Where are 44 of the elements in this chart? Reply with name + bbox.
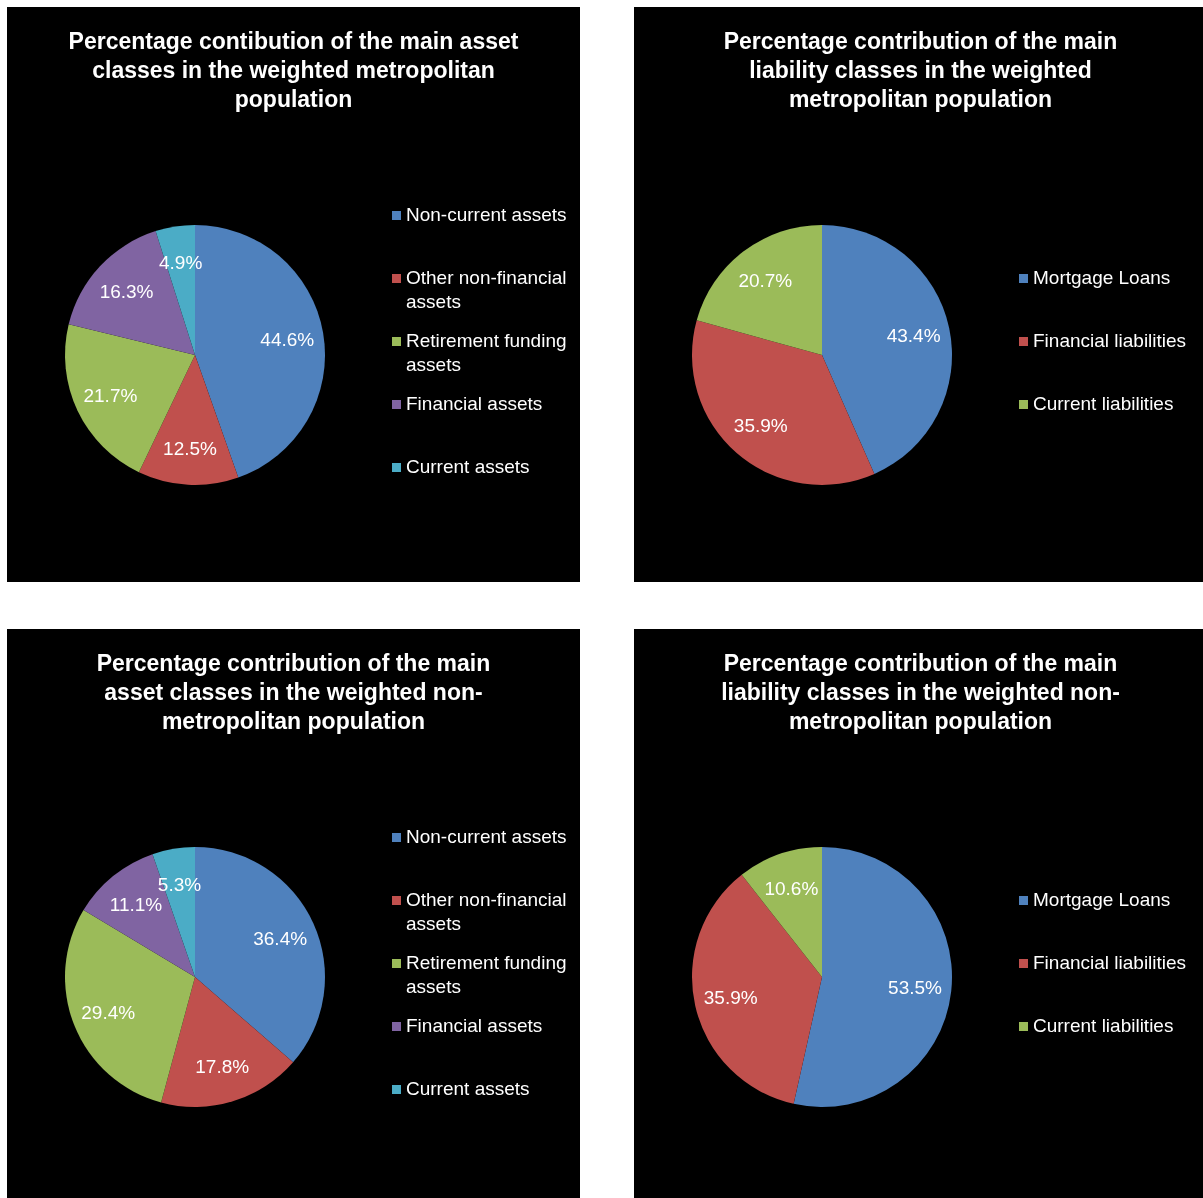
legend-label: Current assets xyxy=(406,454,530,479)
chart-title: Percentage contribution of the main asset classes in the weighted non-metropolitan population xyxy=(95,649,492,736)
legend-label: Current assets xyxy=(406,1076,530,1101)
chart-title: Percentage contibution of the main asset classes in the weighted metropolitan population xyxy=(67,27,520,114)
data-label: 53.5% xyxy=(888,976,943,998)
data-label: 12.5% xyxy=(163,437,218,459)
legend-label: Mortgage Loans xyxy=(1033,265,1171,290)
legend-label: Mortgage Loans xyxy=(1033,887,1171,912)
legend-label: Retirement funding assets xyxy=(406,950,567,999)
pie-slice xyxy=(692,320,875,485)
data-label: 16.3% xyxy=(99,280,154,302)
data-label: 43.4% xyxy=(886,325,941,347)
pie-slice xyxy=(741,847,822,977)
legend-label: Other non-financial assets xyxy=(406,887,567,936)
chart-title: Percentage contribution of the main liability classes in the weighted non-metropolitan population xyxy=(720,649,1121,736)
legend-label: Other non-financial assets xyxy=(406,265,567,314)
data-label: 29.4% xyxy=(81,1001,136,1023)
legend-label: Current liabilities xyxy=(1033,1013,1174,1038)
legend-label: Non-current assets xyxy=(406,824,567,849)
pie-slice xyxy=(822,225,952,474)
data-label: 10.6% xyxy=(764,878,819,900)
pie-slice xyxy=(696,225,822,355)
legend-label: Financial assets xyxy=(406,1013,543,1038)
pie-slice xyxy=(692,874,822,1104)
data-label: 20.7% xyxy=(738,270,793,291)
data-label: 21.7% xyxy=(83,384,138,406)
pie-slice xyxy=(161,977,294,1107)
data-label: 4.9% xyxy=(158,252,203,274)
legend-label: Non-current assets xyxy=(406,202,567,227)
data-label: 35.9% xyxy=(733,415,788,437)
legend-label: Retirement funding assets xyxy=(406,328,567,377)
pie-slice xyxy=(138,355,239,485)
legend-label: Financial assets xyxy=(406,391,543,416)
pie-slice xyxy=(65,910,195,1103)
data-label: 17.8% xyxy=(195,1056,250,1078)
chart-title: Percentage contribution of the main liability classes in the weighted metropolitan population xyxy=(722,27,1119,114)
data-label: 44.6% xyxy=(260,328,315,350)
legend-label: Current liabilities xyxy=(1033,391,1174,416)
data-label: 11.1% xyxy=(109,893,163,915)
legend-label: Financial liabilities xyxy=(1033,950,1187,975)
data-label: 36.4% xyxy=(253,927,308,949)
data-label: 5.3% xyxy=(157,874,202,896)
data-label: 35.9% xyxy=(703,987,758,1009)
legend-label: Financial liabilities xyxy=(1033,328,1187,353)
